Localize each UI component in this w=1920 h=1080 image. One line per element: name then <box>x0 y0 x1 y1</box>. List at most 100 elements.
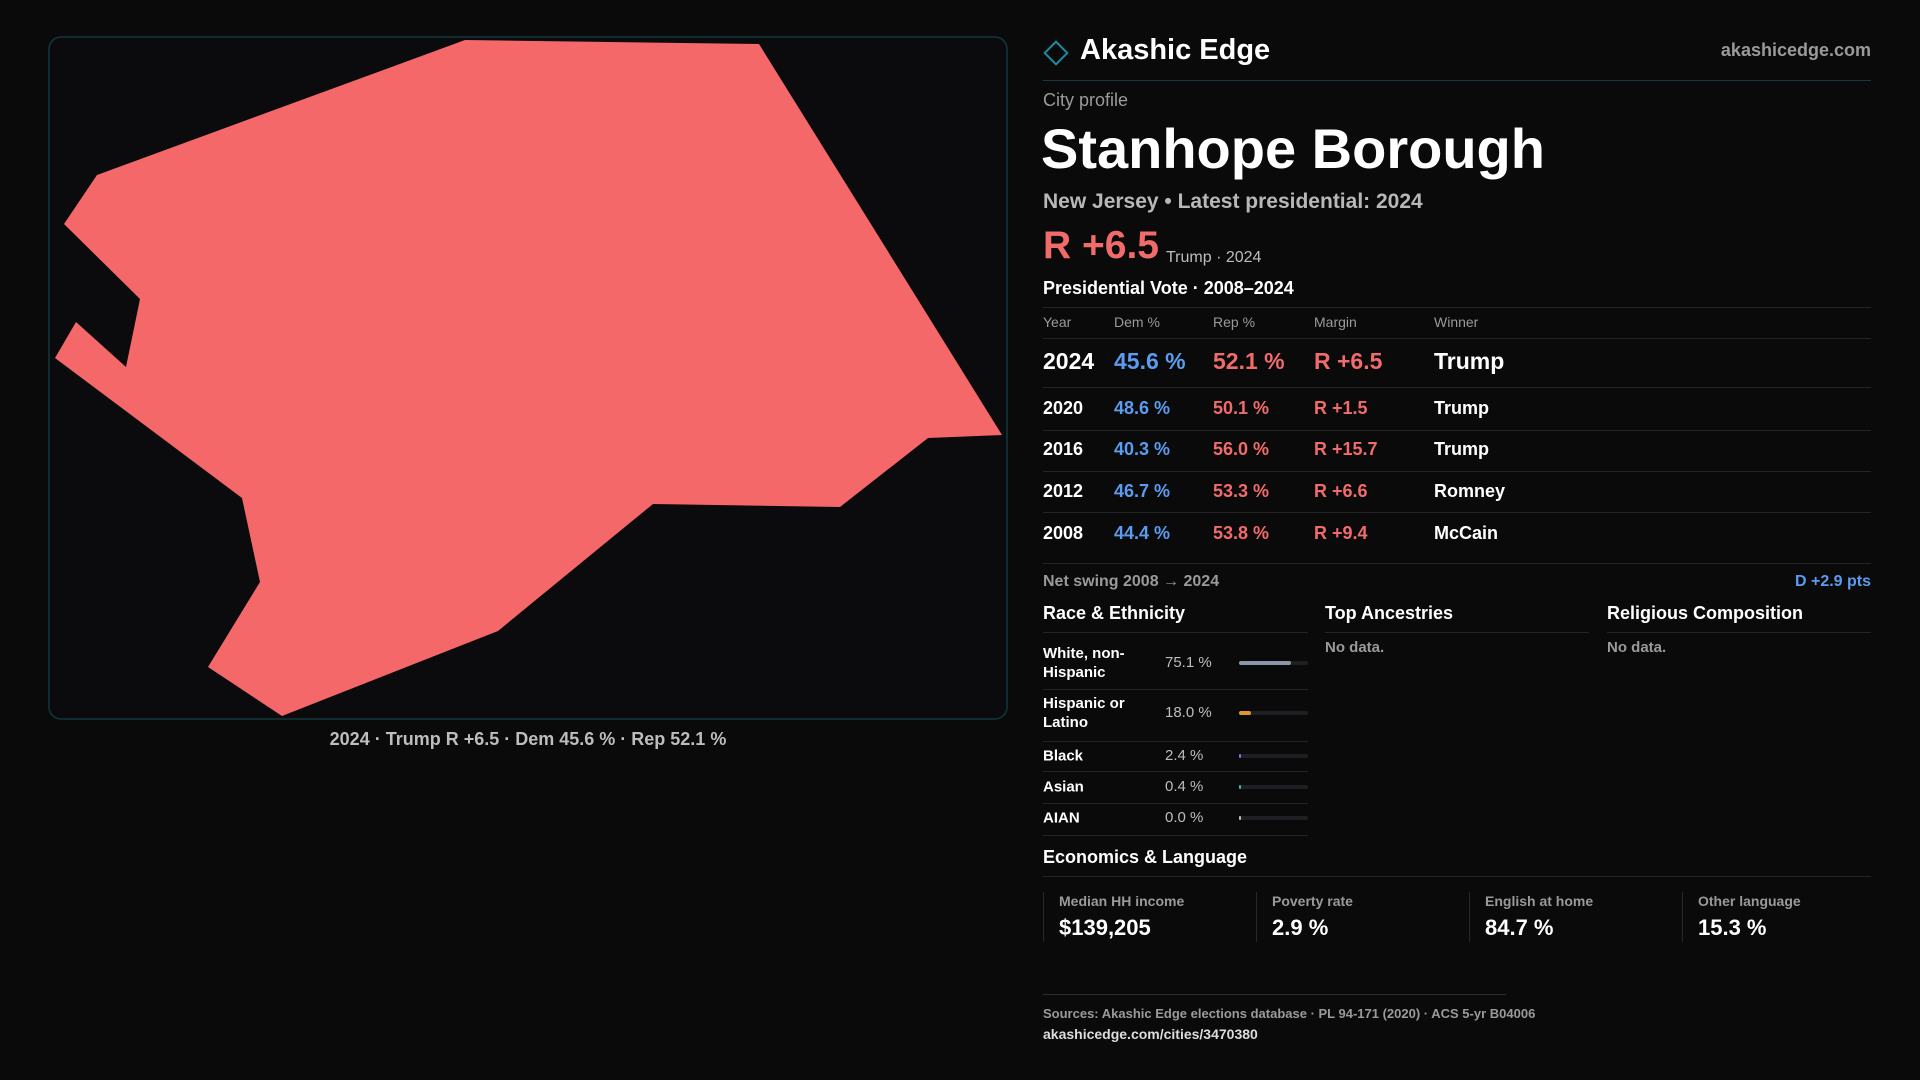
race-label: White, non-Hispanic <box>1043 645 1125 681</box>
race-label: Black <box>1043 747 1084 765</box>
race-value: 0.4 % <box>1165 778 1204 795</box>
table-title: Presidential Vote · 2008–2024 <box>1043 278 1294 298</box>
bar-track <box>1239 711 1308 715</box>
table-cell: 53.8 % <box>1213 523 1270 543</box>
swing-label: Net swing 2008 → 2024 <box>1043 573 1220 590</box>
stat-box <box>1256 892 1257 942</box>
stat-box <box>1469 892 1470 942</box>
table-cell: 44.4 % <box>1114 523 1171 543</box>
table-cell: R +6.6 <box>1314 481 1368 501</box>
table-cell: R +15.7 <box>1314 439 1378 459</box>
city-title: Stanhope Borough <box>1041 117 1545 180</box>
table-cell: 46.7 % <box>1114 481 1171 501</box>
race-bar <box>1239 711 1252 715</box>
race-label: AIAN <box>1043 809 1080 827</box>
section-title: Race & Ethnicity <box>1043 603 1186 623</box>
race-label: Hispanic or Latino <box>1043 695 1125 731</box>
table-cell: 2016 <box>1043 439 1084 459</box>
table-cell: 53.3 % <box>1213 481 1270 501</box>
site: akashicedge.com <box>1720 40 1871 60</box>
brand: Akashic Edge <box>1080 34 1271 66</box>
subtitle: New Jersey • Latest presidential: 2024 <box>1043 190 1423 213</box>
table-cell: R +6.5 <box>1314 347 1383 374</box>
table-cell: 2008 <box>1043 523 1084 543</box>
table-cell: 40.3 % <box>1114 439 1171 459</box>
divider <box>1043 512 1871 513</box>
table-cell: 50.1 % <box>1213 398 1270 418</box>
stat-box <box>1043 892 1044 942</box>
latest-margin: R +6.5 <box>1043 224 1159 267</box>
section-title: Top Ancestries <box>1325 603 1454 623</box>
divider <box>1043 387 1871 388</box>
kicker: City profile <box>1043 90 1129 110</box>
margin-note: Trump · 2024 <box>1166 249 1262 266</box>
stat-value: $139,205 <box>1059 915 1151 940</box>
column-header: Winner <box>1434 314 1479 330</box>
stat-label: Poverty rate <box>1272 893 1353 909</box>
divider <box>1043 741 1308 742</box>
stat-box <box>1682 892 1683 942</box>
divider <box>1043 563 1871 564</box>
stat-label: Other language <box>1698 893 1801 909</box>
race-label: Asian <box>1043 778 1084 796</box>
divider <box>1043 471 1871 472</box>
no-data: No data. <box>1607 639 1667 656</box>
divider <box>1043 80 1871 81</box>
table-cell: 56.0 % <box>1213 439 1270 459</box>
column-header: Rep % <box>1213 314 1256 330</box>
race-bar <box>1239 816 1241 820</box>
table-cell: 52.1 % <box>1213 347 1285 374</box>
divider <box>1043 876 1871 877</box>
race-value: 2.4 % <box>1165 747 1204 764</box>
swing-value: D +2.9 pts <box>1794 573 1871 590</box>
column-header: Margin <box>1314 314 1357 330</box>
bar-track <box>1239 816 1308 820</box>
divider <box>1043 803 1308 804</box>
race-value: 0.0 % <box>1165 809 1204 826</box>
divider <box>1043 771 1308 772</box>
table-cell: R +9.4 <box>1314 523 1368 543</box>
divider <box>1043 632 1308 633</box>
table-cell: 2012 <box>1043 481 1084 501</box>
sources: Sources: Akashic Edge elections database… <box>1043 1006 1536 1021</box>
bar-track <box>1239 754 1308 758</box>
race-bar <box>1239 785 1241 789</box>
divider <box>1043 430 1871 431</box>
table-cell: 2024 <box>1043 347 1095 374</box>
divider <box>1043 835 1308 836</box>
table-cell: McCain <box>1434 523 1499 543</box>
race-value: 75.1 % <box>1165 654 1212 671</box>
table-cell: 48.6 % <box>1114 398 1171 418</box>
stat-value: 15.3 % <box>1698 915 1767 940</box>
divider <box>1607 632 1871 633</box>
table-cell: Trump <box>1434 347 1505 374</box>
city-shape <box>55 40 1002 716</box>
table-cell: Trump <box>1434 439 1490 459</box>
stat-value: 84.7 % <box>1485 915 1554 940</box>
stat-label: English at home <box>1485 893 1594 909</box>
divider <box>1043 689 1308 690</box>
table-cell: Trump <box>1434 398 1490 418</box>
bar-track <box>1239 785 1308 789</box>
column-header: Year <box>1043 314 1072 330</box>
column-header: Dem % <box>1114 314 1160 330</box>
section-title: Religious Composition <box>1607 603 1803 623</box>
divider <box>1043 338 1871 339</box>
divider <box>1325 632 1589 633</box>
stat-value: 2.9 % <box>1272 915 1329 940</box>
table-cell: R +1.5 <box>1314 398 1368 418</box>
stat-label: Median HH income <box>1059 893 1185 909</box>
no-data: No data. <box>1325 639 1385 656</box>
map-caption: 2024 · Trump R +6.5 · Dem 45.6 % · Rep 5… <box>330 729 727 749</box>
divider <box>1043 994 1506 995</box>
page-url: akashicedge.com/cities/3470380 <box>1043 1026 1258 1042</box>
race-value: 18.0 % <box>1165 704 1212 721</box>
table-cell: 2020 <box>1043 398 1084 418</box>
table-cell: 45.6 % <box>1114 347 1186 374</box>
race-bar <box>1239 661 1291 665</box>
race-bar <box>1239 754 1241 758</box>
table-cell: Romney <box>1434 481 1506 501</box>
section-title: Economics & Language <box>1043 847 1248 867</box>
